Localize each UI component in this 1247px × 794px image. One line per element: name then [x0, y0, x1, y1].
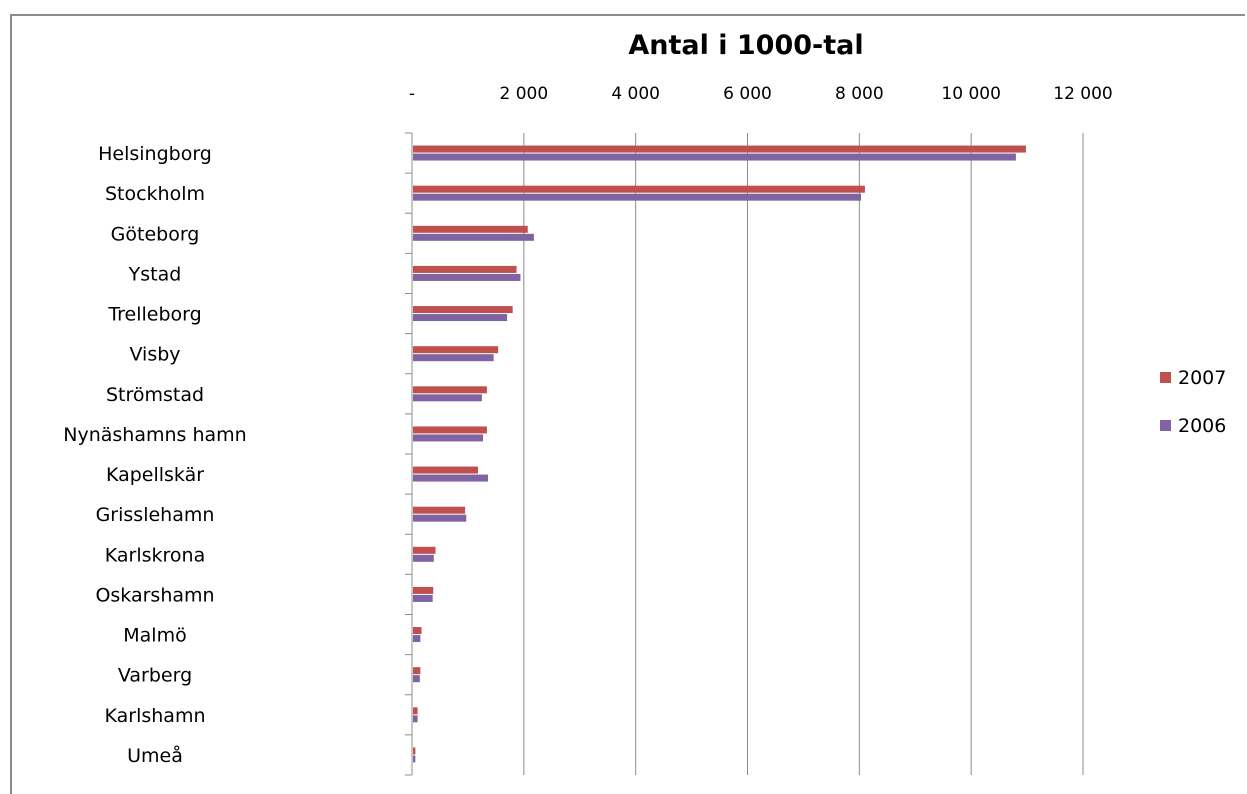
bar-2006	[413, 273, 521, 281]
legend-label-2007: 2007	[1178, 367, 1226, 389]
category-label: Malmö	[123, 625, 186, 647]
category-label: Karlskrona	[105, 544, 205, 566]
bar-2007	[413, 306, 513, 314]
category-label: Umeå	[127, 744, 183, 767]
chart-frame	[10, 14, 1245, 794]
legend: 2007 2006	[1160, 367, 1226, 437]
bar-2007	[413, 707, 418, 715]
bar-2006	[413, 193, 862, 201]
bar-2006	[413, 153, 1016, 161]
bar-2006	[413, 594, 433, 602]
bar-2006	[413, 233, 534, 241]
bar-2007	[413, 265, 517, 273]
category-label: Visby	[129, 344, 180, 366]
category-label: Karlshamn	[105, 705, 206, 727]
bar-2007	[413, 546, 436, 554]
bar-2006	[413, 514, 467, 522]
bar-2006	[413, 354, 494, 362]
bar-2007	[413, 586, 434, 594]
bar-2006	[413, 394, 482, 402]
axes	[405, 132, 413, 776]
category-label: Grisslehamn	[96, 504, 215, 526]
x-tick-label: 4 000	[611, 84, 660, 104]
bar-2007	[413, 145, 1026, 153]
bar-2007	[413, 667, 421, 675]
category-label: Nynäshamns hamn	[63, 424, 246, 446]
category-label: Oskarshamn	[95, 584, 214, 606]
bar-2006	[413, 715, 418, 723]
bar-2007	[413, 506, 466, 514]
bar-2006	[413, 434, 484, 442]
bar-2007	[413, 225, 528, 233]
bar-2006	[413, 554, 434, 562]
legend-swatch-2007	[1160, 372, 1171, 383]
legend-label-2006: 2006	[1178, 415, 1226, 437]
x-tick-label: 8 000	[835, 84, 884, 104]
gridlines	[523, 133, 1084, 775]
bar-2006	[413, 314, 508, 322]
bar-2006	[413, 755, 416, 763]
bar-2007	[413, 185, 865, 193]
x-tick-label: 6 000	[723, 84, 772, 104]
x-tick-label: 2 000	[499, 84, 548, 104]
category-label: Trelleborg	[107, 304, 201, 326]
x-tick-label: -	[409, 84, 415, 104]
category-label: Strömstad	[106, 384, 204, 406]
bar-2006	[413, 635, 421, 643]
bar-2007	[413, 346, 499, 354]
x-tick-label: 10 000	[941, 84, 1000, 104]
category-label: Stockholm	[105, 183, 205, 205]
bar-2006	[413, 474, 489, 482]
labels: - 2 000 4 000 6 000 8 000 10 000 12 000 Helsing…	[63, 84, 1112, 767]
bar-2007	[413, 627, 422, 635]
bar-2007	[413, 466, 478, 474]
chart-title: Antal i 1000-tal	[628, 30, 863, 61]
category-label: Varberg	[118, 665, 192, 687]
x-tick-label: 12 000	[1053, 84, 1112, 104]
bar-2007	[413, 747, 416, 755]
bar-2007	[413, 426, 487, 434]
category-label: Kapellskär	[106, 464, 204, 486]
legend-swatch-2006	[1160, 420, 1171, 431]
category-label: Ystad	[128, 263, 182, 285]
bar-2006	[413, 675, 420, 683]
bars	[413, 145, 1026, 763]
bar-2007	[413, 386, 487, 394]
category-label: Göteborg	[111, 223, 200, 245]
category-label: Helsingborg	[98, 143, 212, 165]
